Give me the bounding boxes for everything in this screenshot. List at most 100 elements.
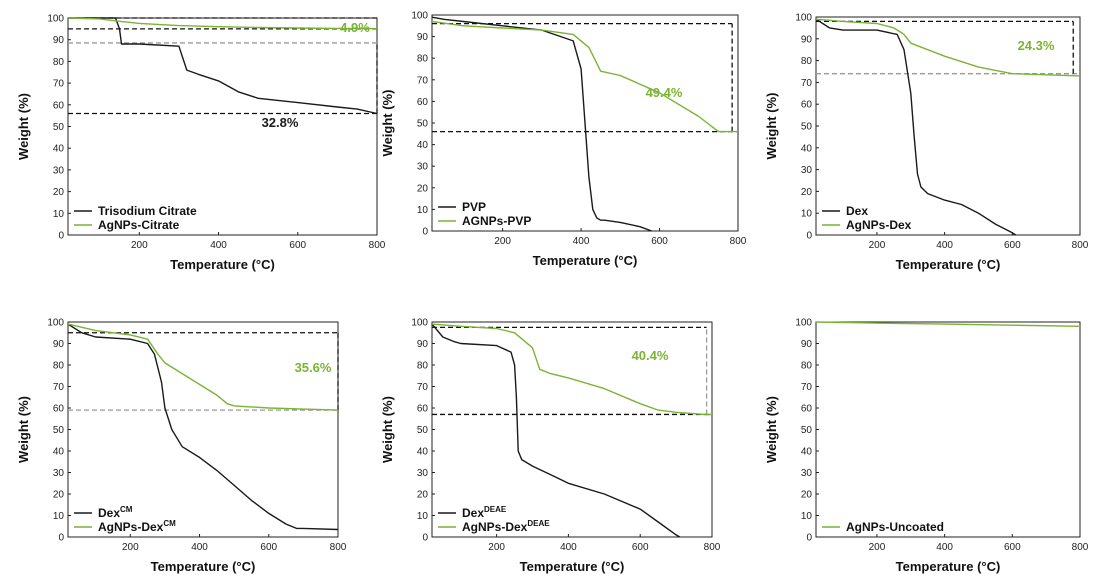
x-tick-label: 800	[704, 542, 721, 553]
y-tick-label: 100	[795, 13, 812, 24]
y-tick-label: 30	[801, 468, 813, 479]
y-tick-label: 90	[801, 34, 813, 45]
y-tick-label: 50	[417, 119, 429, 130]
y-axis-title: Weight (%)	[764, 396, 779, 463]
legend-entry: AGNPs-PVP	[462, 214, 531, 228]
x-tick-label: 200	[488, 542, 505, 553]
plot-frame	[431, 321, 713, 538]
y-tick-label: 70	[417, 75, 429, 86]
panel-3: 0 10 20 30 40 50 60 70 80 90 100 200 400 600 800 Temper…	[764, 13, 1089, 273]
x-tick-label: 200	[122, 542, 139, 553]
y-tick-label: 70	[53, 79, 65, 90]
series-line	[431, 323, 712, 416]
y-tick-label: 100	[411, 318, 428, 329]
y-tick-label: 90	[417, 32, 429, 43]
y-tick-label: 30	[53, 165, 65, 176]
panel-6: 0 10 20 30 40 50 60 70 80 90 100 200 400 600 800 Temper…	[764, 318, 1089, 575]
y-axis-title: Weight (%)	[16, 93, 31, 160]
x-axis-title: Temperature (°C)	[896, 257, 1001, 272]
series-line	[815, 18, 1017, 236]
series-line	[815, 321, 1081, 327]
x-tick-label: 400	[560, 542, 577, 553]
y-tick-label: 0	[806, 231, 812, 242]
y-tick-label: 0	[58, 231, 64, 242]
y-tick-label: 50	[53, 425, 65, 436]
y-tick-label: 60	[417, 97, 429, 108]
series-line	[67, 17, 378, 30]
y-tick-label: 40	[53, 144, 65, 155]
panel-5: 0 10 20 30 40 50 60 70 80 90 100 200 400 600 800 Temper…	[380, 318, 721, 575]
panel-2: 0 10 20 30 40 50 60 70 80 90 100 200 400 600 800 Temper…	[380, 11, 747, 269]
y-tick-label: 90	[417, 339, 429, 350]
y-tick-label: 20	[417, 490, 429, 501]
plot-frame	[815, 321, 1081, 538]
y-tick-label: 10	[801, 209, 813, 220]
x-tick-label: 600	[651, 236, 668, 247]
legend-entry: DexCM	[98, 505, 133, 520]
plot-frame	[67, 321, 339, 538]
y-tick-label: 50	[53, 122, 65, 133]
legend-entry: PVP	[462, 200, 486, 214]
legend-entry: AgNPs-DexDEAE	[462, 519, 550, 534]
legend-superscript: DEAE	[527, 519, 550, 528]
legend-entry: Trisodium Citrate	[98, 204, 197, 218]
y-tick-label: 60	[417, 404, 429, 415]
legend-entry: AgNPs-Dex	[846, 218, 912, 232]
percent-annotation: 35.6%	[295, 360, 332, 375]
panel-1: 0 10 20 30 40 50 60 70 80 90 100 200 400 600 800 Temper…	[16, 14, 386, 273]
y-tick-label: 10	[417, 511, 429, 522]
y-tick-label: 80	[53, 361, 65, 372]
series-line	[431, 16, 652, 232]
y-tick-label: 0	[422, 533, 428, 544]
x-tick-label: 800	[1072, 240, 1089, 251]
legend-entry: DexDEAE	[462, 505, 507, 520]
x-tick-label: 200	[869, 240, 886, 251]
y-tick-label: 10	[53, 209, 65, 220]
percent-annotation: 49.4%	[646, 85, 683, 100]
y-tick-label: 40	[801, 447, 813, 458]
legend-entry: Dex	[846, 204, 868, 218]
y-tick-label: 90	[801, 339, 813, 350]
series-line	[815, 18, 1081, 77]
x-tick-label: 800	[369, 240, 386, 251]
x-tick-label: 800	[1072, 542, 1089, 553]
y-tick-label: 50	[801, 122, 813, 133]
percent-annotation: 32.8%	[262, 115, 299, 130]
y-tick-label: 30	[417, 468, 429, 479]
percent-annotation: 40.4%	[632, 348, 669, 363]
y-tick-label: 70	[53, 382, 65, 393]
percent-annotation: 4.9%	[340, 20, 370, 35]
x-tick-label: 400	[573, 236, 590, 247]
x-tick-label: 800	[730, 236, 747, 247]
y-tick-label: 100	[47, 14, 64, 25]
y-tick-label: 70	[801, 78, 813, 89]
legend-superscript: CM	[120, 505, 133, 514]
y-tick-label: 60	[53, 404, 65, 415]
legend-superscript: CM	[163, 519, 176, 528]
series-line	[68, 17, 378, 115]
x-tick-label: 600	[1004, 240, 1021, 251]
y-tick-label: 80	[801, 361, 813, 372]
y-tick-label: 60	[801, 404, 813, 415]
y-tick-label: 30	[417, 162, 429, 173]
x-tick-label: 600	[632, 542, 649, 553]
x-tick-label: 600	[1004, 542, 1021, 553]
y-axis-title: Weight (%)	[380, 90, 395, 157]
x-tick-label: 200	[494, 236, 511, 247]
x-tick-label: 600	[260, 542, 277, 553]
plot-frame	[67, 17, 378, 236]
y-tick-label: 40	[417, 140, 429, 151]
y-tick-label: 40	[801, 143, 813, 154]
y-tick-label: 100	[411, 11, 428, 22]
x-tick-label: 400	[936, 240, 953, 251]
legend-entry: AgNPs-Citrate	[98, 218, 180, 232]
y-tick-label: 70	[801, 382, 813, 393]
series-line	[67, 323, 339, 411]
x-tick-label: 400	[936, 542, 953, 553]
y-tick-label: 10	[53, 511, 65, 522]
y-tick-label: 20	[801, 490, 813, 501]
y-tick-label: 20	[417, 183, 429, 194]
series-line	[67, 323, 339, 531]
y-tick-label: 30	[801, 165, 813, 176]
